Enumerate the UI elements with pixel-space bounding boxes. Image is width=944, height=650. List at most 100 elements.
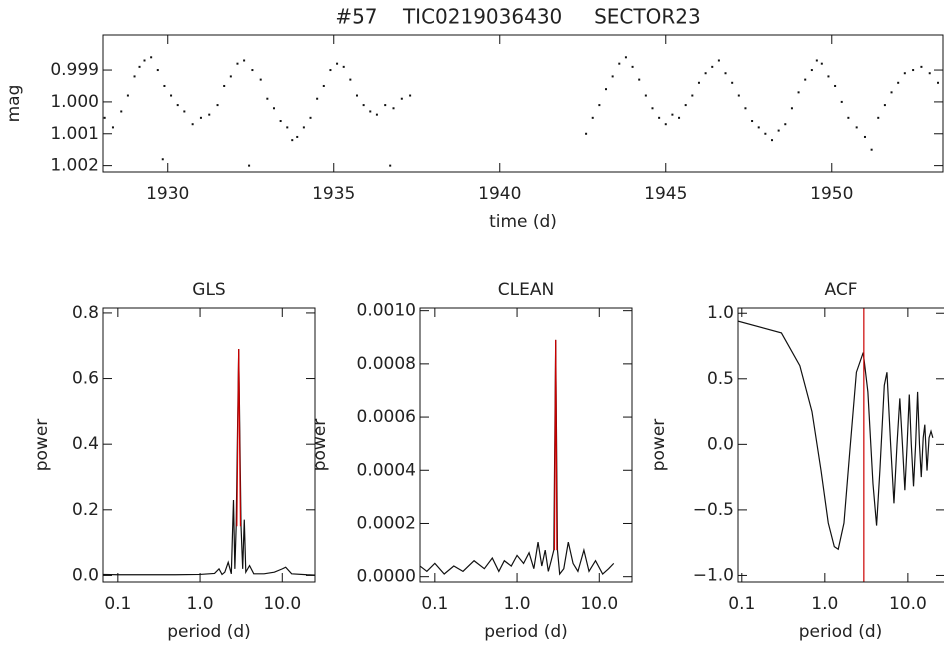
x-tick-label: 1.0: [187, 594, 214, 614]
y-tick-label: 0.0: [707, 434, 734, 454]
data-point: [784, 123, 787, 126]
data-point: [362, 104, 365, 107]
data-point: [286, 126, 289, 129]
y-tick-label: 0.999: [50, 60, 99, 80]
data-point: [744, 107, 747, 110]
data-point: [751, 120, 754, 123]
plot-area: [738, 308, 934, 582]
data-point: [272, 107, 275, 110]
data-point: [103, 116, 106, 119]
data-point: [191, 123, 194, 126]
data-point: [183, 110, 186, 113]
data-point: [349, 78, 352, 81]
data-point: [133, 75, 136, 78]
data-point: [671, 113, 674, 116]
panel: ACF period (d) power 0.1 1.0 10.0 1.0 0.5 0.0 −0.…: [649, 280, 944, 642]
y-tick-label: 0.0008: [357, 354, 416, 374]
data-point: [302, 126, 305, 129]
y-tick-label: 0.2: [72, 500, 99, 520]
x-axis-label: period (d): [167, 622, 251, 642]
data-point: [737, 94, 740, 97]
x-axis-label: time (d): [489, 212, 557, 232]
panel: #57 TIC0219036430 SECTOR23 time (d) mag 193…: [4, 5, 944, 232]
data-point: [664, 123, 667, 126]
data-point: [111, 126, 114, 129]
data-point: [797, 91, 800, 94]
y-tick-label: 0.0006: [357, 407, 416, 427]
data-point: [771, 139, 774, 142]
data-point: [855, 126, 858, 129]
data-point: [150, 56, 153, 59]
plot-area: [103, 349, 315, 576]
data-point: [208, 113, 211, 116]
data-point: [815, 59, 818, 62]
plot-area: [103, 56, 940, 167]
data-point: [731, 81, 734, 84]
data-point: [937, 81, 940, 84]
data-point: [897, 81, 900, 84]
series-line: [738, 320, 934, 551]
x-tick-label: 10.0: [263, 594, 301, 614]
data-point: [678, 116, 681, 119]
x-tick-label: 1945: [644, 184, 687, 204]
x-tick-label: 0.1: [104, 594, 131, 614]
data-point: [827, 75, 830, 78]
data-point: [757, 126, 760, 129]
y-tick-label: 1.001: [50, 124, 99, 144]
y-tick-label: 0.0010: [357, 301, 416, 321]
data-point: [585, 132, 588, 135]
data-point: [309, 116, 312, 119]
plot-frame: [419, 307, 633, 583]
data-point: [236, 62, 239, 65]
data-point: [375, 113, 378, 116]
y-tick-label: 0.5: [707, 369, 734, 389]
data-point: [912, 69, 915, 72]
data-point: [409, 94, 412, 97]
data-point: [638, 78, 641, 81]
y-axis-label: power: [310, 419, 330, 472]
series-line: [236, 349, 242, 527]
plot-frame: [102, 34, 944, 173]
data-point: [251, 69, 254, 72]
panel-title: GLS: [192, 280, 225, 300]
y-tick-label: 0.8: [72, 303, 99, 323]
data-point: [870, 148, 873, 151]
y-axis-label: power: [649, 419, 669, 472]
data-point: [243, 59, 246, 62]
data-point: [138, 65, 141, 68]
data-point: [392, 107, 395, 110]
x-tick-label: 0.1: [421, 594, 448, 614]
y-tick-label: 0.0002: [357, 513, 416, 533]
data-point: [259, 78, 262, 81]
data-point: [890, 91, 893, 94]
y-axis-label: mag: [4, 85, 24, 123]
data-point: [883, 104, 886, 107]
data-point: [279, 120, 282, 123]
y-tick-label: −0.5: [693, 500, 734, 520]
data-point: [810, 69, 813, 72]
data-point: [355, 94, 358, 97]
data-point: [764, 132, 767, 135]
panel-title: CLEAN: [498, 280, 554, 300]
x-axis-label: period (d): [484, 622, 568, 642]
data-point: [156, 69, 159, 72]
data-point: [605, 88, 608, 91]
data-point: [176, 104, 179, 107]
data-point: [170, 94, 173, 97]
data-point: [724, 72, 727, 75]
panel-title: ACF: [825, 280, 858, 300]
data-point: [400, 97, 403, 100]
data-point: [322, 84, 325, 87]
series-line: [103, 349, 315, 576]
data-point: [229, 75, 232, 78]
x-tick-label: 1950: [810, 184, 853, 204]
y-tick-label: 1.0: [707, 303, 734, 323]
data-point: [143, 59, 146, 62]
panel: GLS period (d) power 0.1 1.0 10.0 0.0 0.2 0.4 0.6…: [32, 280, 316, 642]
data-point: [840, 100, 843, 103]
data-point: [126, 94, 129, 97]
data-point: [820, 62, 823, 65]
x-tick-label: 1930: [146, 184, 189, 204]
data-point: [834, 84, 837, 87]
